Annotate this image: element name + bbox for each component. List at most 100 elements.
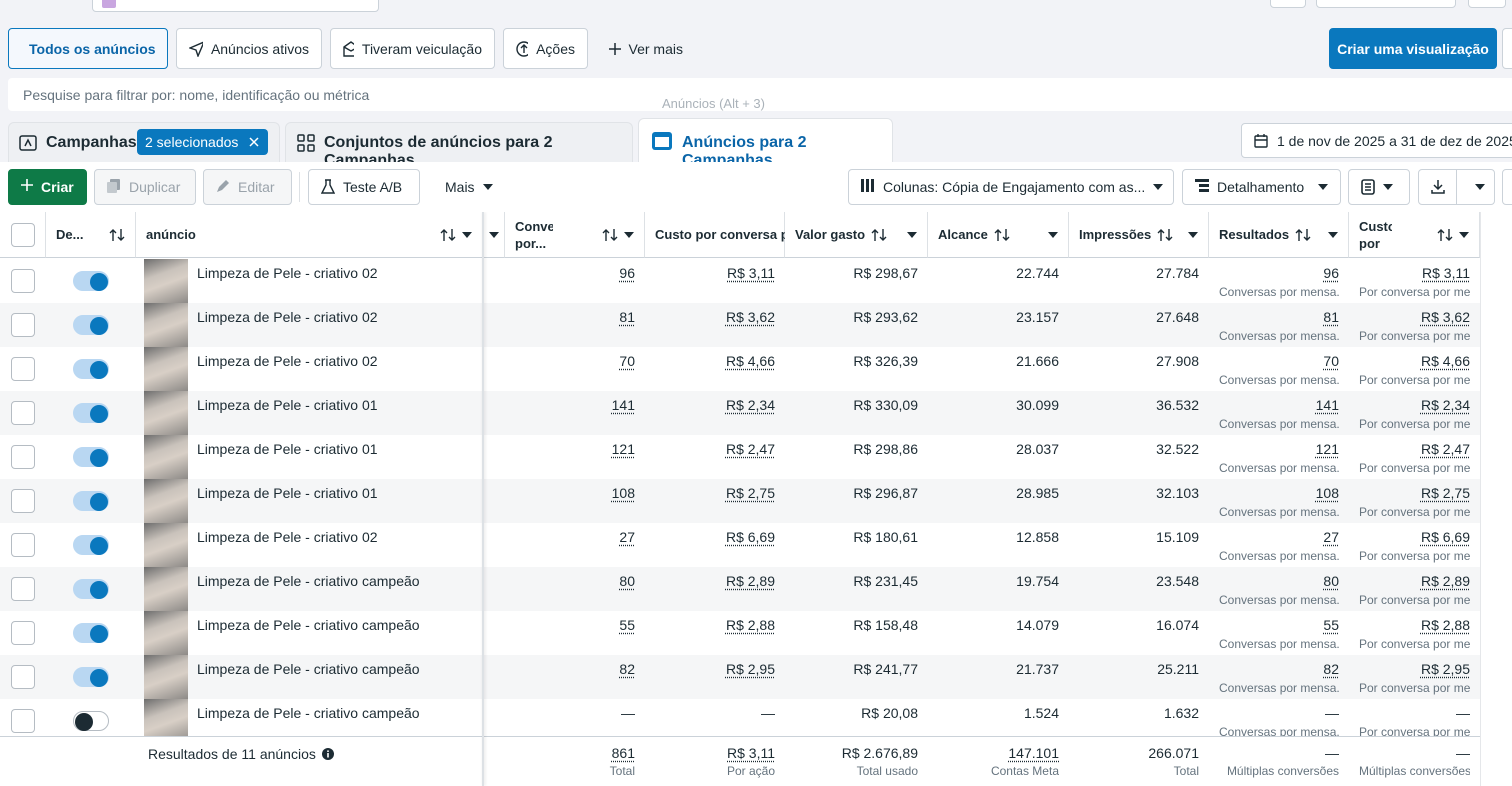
export-main[interactable] (1419, 170, 1457, 204)
export-menu[interactable] (1465, 184, 1494, 190)
row-checkbox[interactable] (11, 445, 35, 469)
export-button[interactable] (1418, 169, 1495, 205)
row-checkbox[interactable] (11, 709, 35, 733)
ab-test-button[interactable]: Teste A/B (308, 169, 420, 205)
status-toggle[interactable] (73, 491, 109, 511)
adsets-tab[interactable]: Conjuntos de anúncios para 2 Campanhas (285, 122, 633, 169)
filter-tab[interactable]: Ações (503, 28, 588, 69)
footer-value: R$ 3,11 (727, 745, 775, 761)
row-checkbox[interactable] (11, 401, 35, 425)
ad-name[interactable]: Limpeza de Pele - criativo 02 (197, 309, 378, 325)
status-toggle[interactable] (73, 535, 109, 555)
top-button[interactable] (1270, 0, 1306, 8)
row-checkbox[interactable] (11, 665, 35, 689)
date-picker[interactable]: 1 de nov de 2025 a 31 de dez de 2025 (1241, 123, 1512, 158)
selected-pill[interactable]: 2 selecionados (137, 129, 268, 155)
ad-name[interactable]: Limpeza de Pele - criativo 01 (197, 397, 378, 413)
metric-cell: 108 Conversas por mensa... (1209, 479, 1349, 523)
ad-name[interactable]: Limpeza de Pele - criativo 01 (197, 441, 378, 457)
top-button[interactable] (1316, 0, 1456, 8)
ad-name[interactable]: Limpeza de Pele - criativo 01 (197, 485, 378, 501)
more-button[interactable] (1502, 28, 1512, 69)
row-checkbox[interactable] (11, 489, 35, 513)
top-button[interactable] (1468, 0, 1506, 8)
ad-thumbnail (144, 479, 188, 523)
status-toggle[interactable] (73, 667, 109, 687)
filter-tab[interactable]: Anúncios ativos (176, 28, 322, 69)
header-cell[interactable]: Resultados (1209, 212, 1349, 258)
table-row: Limpeza de Pele - criativo campeão 80 R$ 2… (0, 567, 1480, 611)
status-toggle[interactable] (73, 271, 109, 291)
ad-name[interactable]: Limpeza de Pele - criativo campeão (197, 705, 420, 721)
conversations: 27 (619, 529, 635, 545)
header-cell[interactable]: anúncio (136, 212, 483, 258)
breakdown-button[interactable]: Detalhamento (1182, 169, 1341, 205)
more-menu[interactable]: Mais (432, 169, 502, 205)
row-checkbox[interactable] (11, 269, 35, 293)
header-cell[interactable]: Custo por resultado (1349, 212, 1480, 258)
row-checkbox[interactable] (11, 621, 35, 645)
info-icon[interactable] (321, 748, 334, 760)
cost-per-conversation: R$ 6,69 (725, 529, 775, 545)
header-cell[interactable]: Custo por conversa p... (645, 212, 828, 258)
metric-note: Conversas por mensa... (1219, 505, 1339, 519)
row-checkbox[interactable] (11, 533, 35, 557)
metric-cell: 27.648 (1069, 303, 1209, 347)
filter-tab[interactable]: Tiveram veiculação (330, 28, 495, 69)
ads-tab[interactable]: Anúncios para 2 Campanhas (638, 118, 893, 169)
header-cell[interactable]: Alcance (928, 212, 1069, 258)
ad-name[interactable]: Limpeza de Pele - criativo campeão (197, 573, 420, 589)
metric-cell: 28.985 (928, 479, 1069, 523)
clear-icon[interactable] (249, 137, 259, 147)
ad-name[interactable]: Limpeza de Pele - criativo 02 (197, 353, 378, 369)
search-bar[interactable]: Pesquise para filtrar por: nome, identif… (8, 78, 1512, 111)
conversations: 121 (611, 441, 635, 457)
ad-name[interactable]: Limpeza de Pele - criativo 02 (197, 529, 378, 545)
row-checkbox[interactable] (11, 357, 35, 381)
impressions: 32.103 (1156, 485, 1199, 501)
reports-button[interactable] (1348, 169, 1410, 205)
account-selector[interactable] (92, 0, 379, 12)
cost-per-result: R$ 2,88 (1420, 617, 1470, 633)
edit-button[interactable]: Editar (203, 169, 292, 205)
footer-note: Total (1173, 764, 1199, 778)
impressions: 25.211 (1157, 661, 1199, 677)
status-toggle[interactable] (73, 315, 109, 335)
header-cell[interactable]: Conversas por... (505, 212, 645, 258)
columns-button[interactable]: Colunas: Cópia de Engajamento com as... (848, 169, 1174, 205)
row-checkbox[interactable] (11, 313, 35, 337)
status-toggle[interactable] (73, 711, 109, 731)
metric-note: Por conversa por me... (1359, 637, 1470, 651)
filter-tab[interactable]: Todos os anúncios (8, 28, 168, 69)
spent: R$ 231,45 (853, 573, 918, 589)
row-checkbox[interactable] (11, 577, 35, 601)
column-label: Custo por conversa p... (655, 227, 800, 242)
create-view-button[interactable]: Criar uma visualização (1329, 28, 1497, 69)
ad-name[interactable]: Limpeza de Pele - criativo 02 (197, 265, 378, 281)
cost-per-conversation: R$ 2,47 (725, 441, 775, 457)
metric-cell: R$ 3,62 Por conversa por me... (1349, 303, 1480, 347)
status-toggle[interactable] (73, 623, 109, 643)
create-button[interactable]: Criar (8, 169, 87, 205)
status-toggle[interactable] (73, 403, 109, 423)
filter-tab[interactable]: Ver mais (596, 28, 696, 69)
metric-cell: 70 (505, 347, 645, 391)
ad-name[interactable]: Limpeza de Pele - criativo campeão (197, 617, 420, 633)
ad-thumbnail (144, 523, 188, 567)
duplicate-button[interactable]: Duplicar (94, 169, 196, 205)
metric-note: Por conversa por me... (1359, 505, 1470, 519)
header-cell[interactable]: Valor gasto (785, 212, 928, 258)
ad-name[interactable]: Limpeza de Pele - criativo campeão (197, 661, 420, 677)
footer-cell: — Múltiplas conversões (1349, 737, 1480, 786)
campaigns-tab[interactable]: Campanhas 2 selecionados (8, 122, 280, 162)
footer-value: R$ 2.676,89 (841, 745, 918, 761)
status-toggle[interactable] (73, 359, 109, 379)
more-button[interactable] (1502, 169, 1512, 205)
select-all-checkbox[interactable] (11, 223, 35, 247)
header-cell[interactable]: Impressões (1069, 212, 1209, 258)
cost-per-result: R$ 3,11 (1422, 265, 1470, 281)
metric-cell: 55 Conversas por mensa... (1209, 611, 1349, 655)
status-toggle[interactable] (73, 579, 109, 599)
ad-thumbnail (144, 699, 188, 736)
status-toggle[interactable] (73, 447, 109, 467)
